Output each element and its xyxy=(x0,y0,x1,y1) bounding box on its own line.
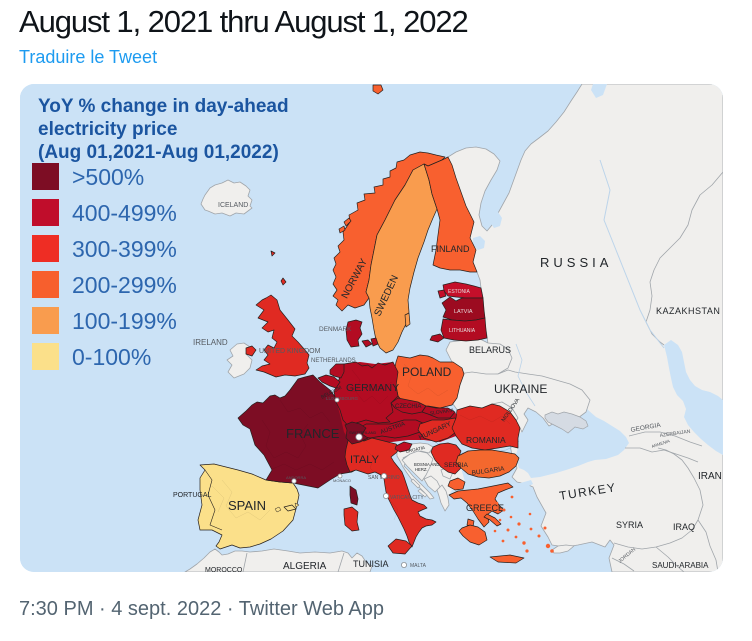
svg-text:IRAN: IRAN xyxy=(698,471,722,482)
svg-text:SAUDI-ARABIA: SAUDI-ARABIA xyxy=(652,561,709,570)
svg-text:UKRAINE: UKRAINE xyxy=(494,382,547,396)
svg-text:ALGERIA: ALGERIA xyxy=(283,561,327,572)
svg-text:HERZ.: HERZ. xyxy=(415,467,428,472)
svg-text:SERBIA: SERBIA xyxy=(444,462,469,469)
svg-text:CZECHIA: CZECHIA xyxy=(395,404,421,410)
svg-text:DENMARK: DENMARK xyxy=(319,326,352,333)
svg-text:electricity price: electricity price xyxy=(38,119,177,140)
svg-text:BOSNIA AND: BOSNIA AND xyxy=(414,462,439,467)
svg-text:POLAND: POLAND xyxy=(402,365,452,379)
svg-text:300-399%: 300-399% xyxy=(72,236,177,262)
svg-text:SWITZERLAND: SWITZERLAND xyxy=(349,431,376,435)
svg-text:PORTUGAL: PORTUGAL xyxy=(173,492,211,499)
svg-text:GREECE: GREECE xyxy=(466,503,504,513)
svg-text:AZERBAIJAN: AZERBAIJAN xyxy=(659,429,691,439)
svg-text:IRELAND: IRELAND xyxy=(193,338,228,347)
svg-text:MONACO: MONACO xyxy=(333,478,351,483)
svg-text:UNITED KINGDOM: UNITED KINGDOM xyxy=(259,348,321,355)
svg-text:400-499%: 400-499% xyxy=(72,200,177,226)
svg-text:ICELAND: ICELAND xyxy=(218,202,248,209)
svg-text:FINLAND: FINLAND xyxy=(431,244,470,254)
svg-text:GERMANY: GERMANY xyxy=(346,382,399,394)
svg-text:ESTONIA: ESTONIA xyxy=(448,289,471,295)
svg-text:ARMENIA: ARMENIA xyxy=(651,438,671,449)
svg-text:LITHUANIA: LITHUANIA xyxy=(449,328,476,334)
svg-text:VATICAN CITY: VATICAN CITY xyxy=(390,495,424,501)
svg-text:FRANCE: FRANCE xyxy=(286,426,340,441)
svg-text:SYRIA: SYRIA xyxy=(616,520,643,530)
svg-text:SLOVAKIA: SLOVAKIA xyxy=(429,408,455,417)
svg-text:>500%: >500% xyxy=(72,164,144,190)
svg-text:LATVIA: LATVIA xyxy=(454,309,473,315)
svg-text:SPAIN: SPAIN xyxy=(228,498,266,513)
svg-text:BELARUS: BELARUS xyxy=(469,345,511,355)
svg-text:MOROCCO: MOROCCO xyxy=(205,567,243,572)
svg-text:RUSSIA: RUSSIA xyxy=(540,255,612,270)
svg-text:CROATIA: CROATIA xyxy=(405,445,425,454)
svg-text:LUXEMBOURG: LUXEMBOURG xyxy=(326,396,359,401)
svg-text:0-100%: 0-100% xyxy=(72,344,151,370)
svg-text:BULGARIA: BULGARIA xyxy=(471,465,505,477)
svg-text:(Aug 01,2021-Aug 01,2022): (Aug 01,2021-Aug 01,2022) xyxy=(38,142,279,163)
svg-text:TUNISIA: TUNISIA xyxy=(353,559,389,569)
svg-text:ANDORRA: ANDORRA xyxy=(286,475,306,480)
svg-text:200-299%: 200-299% xyxy=(72,272,177,298)
svg-text:MALTA: MALTA xyxy=(410,563,427,569)
svg-text:NETHERLANDS: NETHERLANDS xyxy=(311,358,356,364)
svg-text:ROMANIA: ROMANIA xyxy=(466,435,506,445)
svg-text:ITALY: ITALY xyxy=(350,454,380,466)
svg-text:IRAQ: IRAQ xyxy=(673,522,695,532)
svg-text:100-199%: 100-199% xyxy=(72,308,177,334)
svg-text:YoY % change in day-ahead: YoY % change in day-ahead xyxy=(38,96,289,117)
svg-text:KAZAKHSTAN: KAZAKHSTAN xyxy=(656,306,720,316)
